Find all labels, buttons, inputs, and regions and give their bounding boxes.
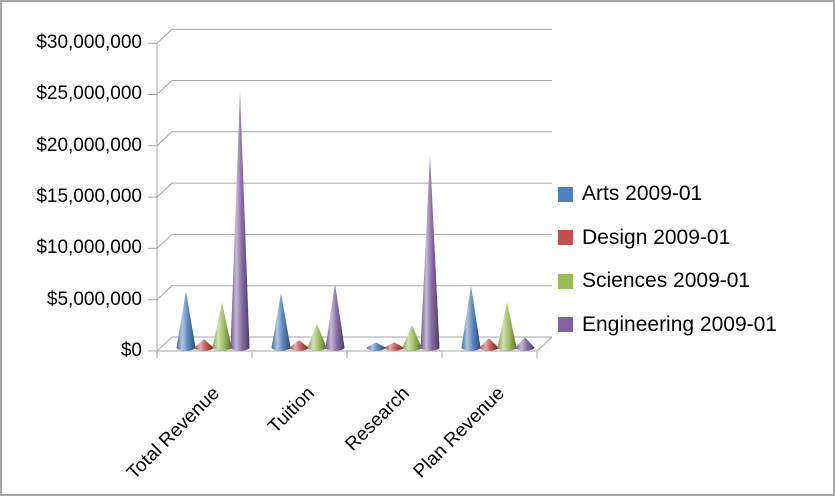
y-axis-tick-label: $15,000,000 (36, 186, 142, 207)
cone-engineering-2009-01-tuition (325, 283, 345, 351)
legend-item-engineering: Engineering 2009-01 (558, 312, 777, 338)
cone-arts-2009-01-research (366, 342, 386, 351)
legend-swatch-icon (558, 230, 573, 245)
y-gridline (148, 131, 552, 147)
cone-arts-2009-01-tuition (271, 293, 291, 351)
legend-item-design: Design 2009-01 (558, 225, 777, 251)
y-gridline (148, 182, 552, 198)
legend-item-sciences: Sciences 2009-01 (558, 268, 777, 294)
y-gridline (148, 80, 552, 95)
cone-engineering-2009-01-plan-revenue (515, 337, 535, 351)
cone-engineering-2009-01-total-revenue (230, 91, 250, 351)
y-axis-tick-label: $30,000,000 (36, 32, 142, 53)
y-axis-tick-label: $20,000,000 (36, 135, 142, 156)
legend-swatch-icon (558, 186, 573, 202)
y-gridline (148, 336, 552, 352)
cone-engineering-2009-01-research (420, 154, 440, 351)
cone-sciences-2009-01-total-revenue (212, 302, 232, 351)
y-gridline (148, 28, 552, 44)
y-gridline (148, 233, 552, 249)
cone-sciences-2009-01-tuition (307, 323, 327, 351)
legend-label: Arts 2009-01 (582, 182, 703, 205)
legend-label: Engineering 2009-01 (582, 312, 777, 336)
cone-sciences-2009-01-research (402, 324, 422, 351)
cone-design-2009-01-total-revenue (194, 339, 214, 351)
cone-design-2009-01-tuition (289, 340, 309, 351)
y-gridline (148, 285, 552, 301)
cone-design-2009-01-research (384, 342, 404, 351)
legend-swatch-icon (558, 317, 573, 332)
y-axis-tick-label: $5,000,000 (46, 289, 142, 310)
y-axis-tick-label: $0 (120, 340, 142, 361)
legend-label: Design 2009-01 (582, 225, 731, 249)
cone-sciences-2009-01-plan-revenue (497, 302, 517, 351)
cone-design-2009-01-plan-revenue (479, 338, 499, 351)
cone-arts-2009-01-plan-revenue (461, 285, 481, 351)
chart-legend: Arts 2009-01 Design 2009-01 Sciences 200… (558, 181, 777, 355)
legend-item-arts: Arts 2009-01 (558, 181, 777, 207)
legend-label: Sciences 2009-01 (582, 269, 751, 292)
cone-arts-2009-01-total-revenue (176, 291, 196, 351)
legend-swatch-icon (558, 273, 573, 289)
y-axis-tick-label: $10,000,000 (36, 237, 142, 258)
floor-right-edge (536, 336, 553, 352)
y-axis-tick-label: $25,000,000 (36, 83, 142, 104)
